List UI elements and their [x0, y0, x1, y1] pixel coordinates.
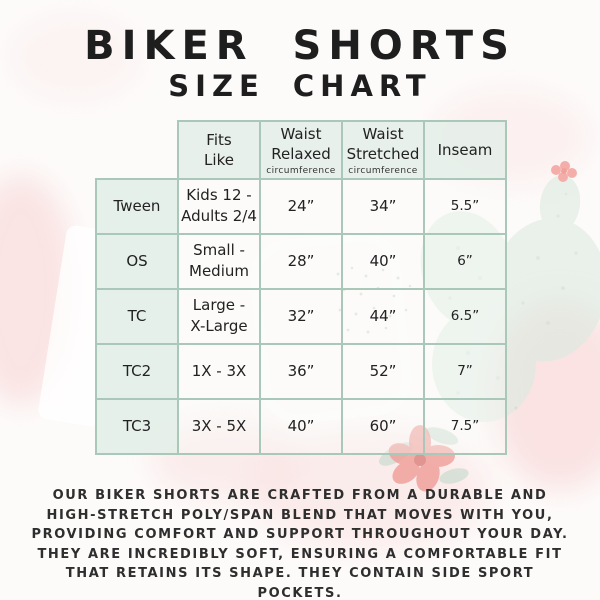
- table-row-tc: TC Large - X-Large 32” 44” 6.5”: [95, 287, 507, 345]
- column-header-label: Inseam: [437, 140, 493, 159]
- inseam-cell: 7”: [423, 342, 507, 400]
- column-header-fits-like: Fits Like: [177, 120, 261, 180]
- size-label-cell: Tween: [95, 177, 179, 235]
- waist-stretched-cell: 40”: [341, 232, 425, 290]
- size-label-cell: TC: [95, 287, 179, 345]
- corner-cell: [96, 121, 178, 179]
- size-label-cell: TC2: [95, 342, 179, 400]
- inseam-cell: 5.5”: [423, 177, 507, 235]
- product-description: OUR BIKER SHORTS ARE CRAFTED FROM A DURA…: [31, 488, 569, 600]
- fits-like-cell: 1X - 3X: [177, 342, 261, 400]
- waist-stretched-cell: 60”: [341, 397, 425, 455]
- page-title: BIKER SHORTS: [84, 23, 516, 69]
- column-header-inseam: Inseam: [423, 120, 507, 180]
- fits-like-cell: 3X - 5X: [177, 397, 261, 455]
- waist-relaxed-cell: 28”: [259, 232, 343, 290]
- fits-like-cell: Kids 12 - Adults 2/4: [177, 177, 261, 235]
- fits-like-cell: Large - X-Large: [177, 287, 261, 345]
- table-row-tc3: TC3 3X - 5X 40” 60” 7.5”: [95, 397, 507, 455]
- waist-stretched-cell: 44”: [341, 287, 425, 345]
- column-header-waist-stretched: Waist Stretched circumference: [341, 120, 425, 180]
- inseam-cell: 6.5”: [423, 287, 507, 345]
- column-header-waist-relaxed: Waist Relaxed circumference: [259, 120, 343, 180]
- table-row-tween: Tween Kids 12 - Adults 2/4 24” 34” 5.5”: [95, 177, 507, 235]
- column-header-note: circumference: [266, 165, 336, 176]
- fits-like-cell: Small - Medium: [177, 232, 261, 290]
- column-header-note: circumference: [348, 165, 418, 176]
- waist-relaxed-cell: 40”: [259, 397, 343, 455]
- table-row-os: OS Small - Medium 28” 40” 6”: [95, 232, 507, 290]
- size-label-cell: TC3: [95, 397, 179, 455]
- waist-stretched-cell: 34”: [341, 177, 425, 235]
- waist-stretched-cell: 52”: [341, 342, 425, 400]
- inseam-cell: 6”: [423, 232, 507, 290]
- size-chart-table: Fits Like Waist Relaxed circumference Wa…: [95, 120, 507, 455]
- page-title-block: BIKER SHORTS SIZE CHART: [0, 0, 600, 103]
- header-row: Fits Like Waist Relaxed circumference Wa…: [96, 120, 507, 180]
- column-header-label: Fits Like: [204, 130, 234, 169]
- inseam-cell: 7.5”: [423, 397, 507, 455]
- page-subtitle: SIZE CHART: [168, 69, 432, 103]
- waist-relaxed-cell: 24”: [259, 177, 343, 235]
- waist-relaxed-cell: 32”: [259, 287, 343, 345]
- size-label-cell: OS: [95, 232, 179, 290]
- waist-relaxed-cell: 36”: [259, 342, 343, 400]
- column-header-label: Waist Relaxed: [271, 125, 331, 164]
- column-header-label: Waist Stretched: [346, 125, 420, 164]
- table-row-tc2: TC2 1X - 3X 36” 52” 7”: [95, 342, 507, 400]
